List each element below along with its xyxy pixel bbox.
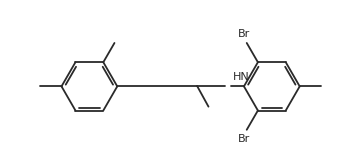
Text: HN: HN	[233, 72, 249, 82]
Text: Br: Br	[238, 134, 250, 144]
Text: Br: Br	[238, 29, 250, 39]
